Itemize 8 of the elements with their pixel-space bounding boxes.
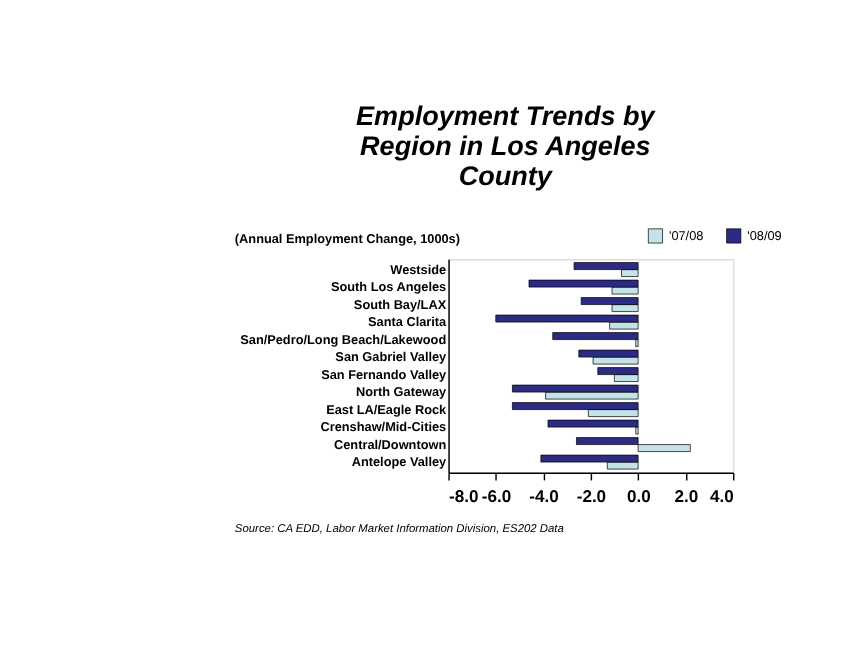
x-tick-label: -4.0	[529, 485, 560, 506]
x-tick-label: 2.0	[674, 485, 699, 506]
chart-title: Employment Trends by Region in Los Angeles County	[356, 101, 658, 192]
x-tick-label: -8.0	[449, 485, 479, 506]
x-tick-label: -6.0	[481, 485, 512, 506]
x-tick-label: 4.0	[709, 485, 735, 506]
x-tick-label: -2.0	[576, 485, 607, 506]
x-tick-label: 0.0	[626, 485, 652, 506]
